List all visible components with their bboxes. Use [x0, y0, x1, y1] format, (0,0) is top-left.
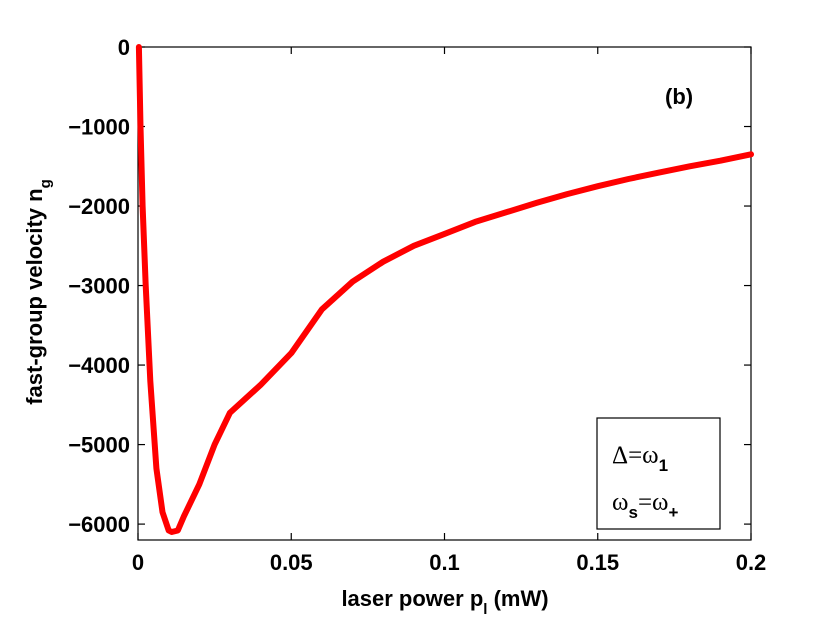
- y-axis-label-main: fast-group velocity n: [22, 188, 47, 404]
- x-tick-label: 0.1: [429, 550, 460, 575]
- x-tick-label: 0: [132, 550, 144, 575]
- series-line: [135, 44, 754, 535]
- y-axis-label: fast-group velocity ng: [22, 179, 54, 405]
- legend-line-2-b-sub: +: [669, 503, 679, 522]
- legend-box: [596, 417, 721, 530]
- legend-line-2: ωs=ω+: [612, 489, 679, 522]
- y-tick-label: −6000: [68, 512, 130, 537]
- legend-line-2-b: =ω: [638, 489, 669, 516]
- y-tick-label: −4000: [68, 353, 130, 378]
- legend: Δ=ω1 ωs=ω+: [596, 417, 721, 530]
- y-tick-label: −3000: [68, 274, 130, 299]
- x-tick-label: 0.2: [736, 550, 767, 575]
- y-axis-label-sub: g: [37, 179, 54, 188]
- y-tick-label: 0: [118, 35, 130, 60]
- x-axis-label: laser power pl (mW): [341, 586, 548, 618]
- y-tick-label: −2000: [68, 194, 130, 219]
- tick-labels: 0 0.05 0.1 0.15 0.2 0 −1000 −2000 −3000 −4000 −500…: [68, 35, 766, 575]
- legend-line-1: Δ=ω1: [612, 442, 668, 475]
- x-axis-label-main: laser power p: [341, 586, 483, 611]
- x-tick-label: 0.15: [576, 550, 619, 575]
- legend-line-1-sub: 1: [659, 456, 668, 475]
- legend-line-1-main: Δ=ω: [612, 442, 659, 469]
- legend-line-2-a: ω: [612, 489, 628, 516]
- y-tick-label: −1000: [68, 115, 130, 140]
- legend-line-2-a-sub: s: [628, 503, 637, 522]
- x-axis-label-unit: (mW): [487, 586, 548, 611]
- x-axis-label-sub: l: [483, 601, 487, 618]
- panel-label: (b): [665, 84, 693, 109]
- y-tick-label: −5000: [68, 433, 130, 458]
- x-tick-label: 0.05: [270, 550, 313, 575]
